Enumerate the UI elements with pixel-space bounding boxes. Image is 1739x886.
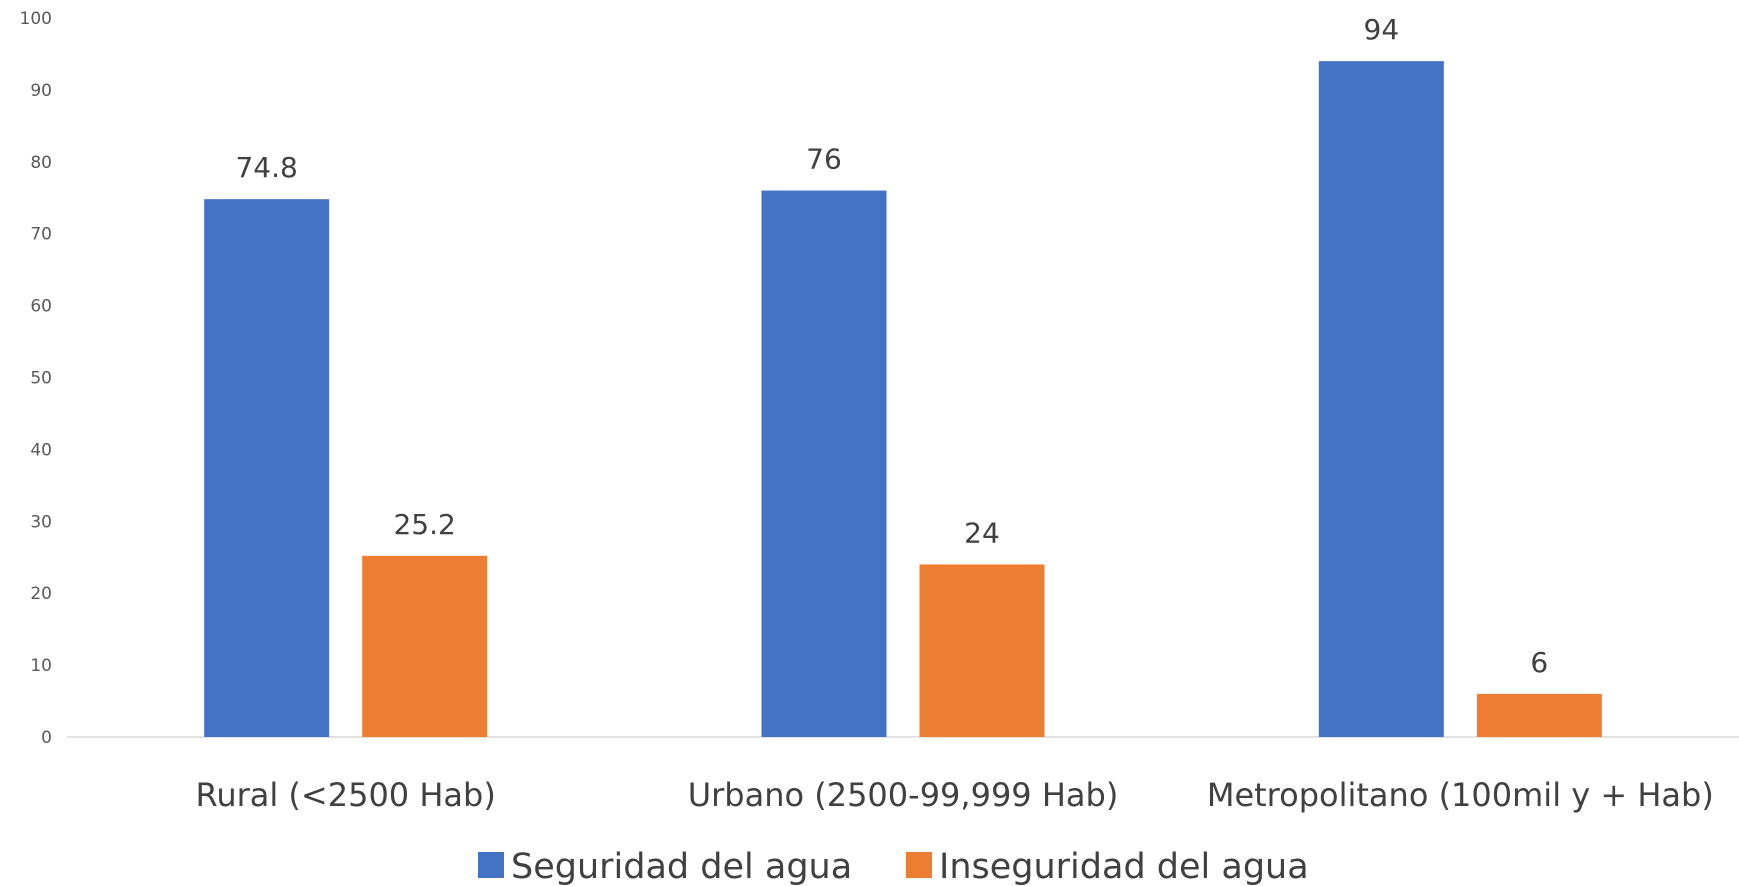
data-label: 25.2: [393, 508, 455, 541]
y-tick-label: 20: [30, 584, 52, 604]
data-label: 94: [1364, 13, 1400, 46]
bars: [204, 61, 1602, 738]
y-tick-label: 80: [30, 153, 52, 173]
y-axis: 0 10 20 30 40 50 60 70 80 90 100: [20, 9, 52, 748]
x-tick-label: Metropolitano (100mil y + Hab): [1207, 776, 1714, 814]
y-tick-label: 0: [41, 728, 52, 748]
legend-label: Seguridad del agua: [511, 847, 852, 886]
bar: [1318, 61, 1444, 737]
data-labels: 74.8 25.2 76 24 94 6: [235, 13, 1548, 679]
y-tick-label: 70: [30, 225, 52, 245]
y-tick-label: 10: [30, 656, 52, 676]
x-tick-label: Rural (<2500 Hab): [196, 776, 496, 814]
legend: Seguridad del agua Inseguridad del agua: [478, 847, 1309, 886]
y-tick-label: 30: [30, 512, 52, 532]
y-tick-label: 100: [20, 9, 52, 29]
data-label: 76: [806, 143, 842, 176]
x-tick-label: Urbano (2500-99,999 Hab): [688, 776, 1119, 814]
x-axis: Rural (<2500 Hab) Urbano (2500-99,999 Hab…: [196, 776, 1714, 814]
bar: [1476, 693, 1602, 737]
data-label: 24: [964, 516, 1000, 549]
y-tick-label: 40: [30, 440, 52, 460]
bar: [204, 199, 330, 738]
data-label: 74.8: [235, 151, 297, 184]
legend-label: Inseguridad del agua: [939, 847, 1309, 886]
legend-swatch: [906, 852, 932, 878]
data-label: 6: [1530, 646, 1548, 679]
y-tick-label: 50: [30, 369, 52, 389]
bar: [362, 555, 488, 737]
y-tick-label: 90: [30, 81, 52, 101]
legend-swatch: [478, 852, 504, 878]
bar: [761, 190, 887, 737]
y-tick-label: 60: [30, 297, 52, 317]
bar: [919, 564, 1045, 737]
